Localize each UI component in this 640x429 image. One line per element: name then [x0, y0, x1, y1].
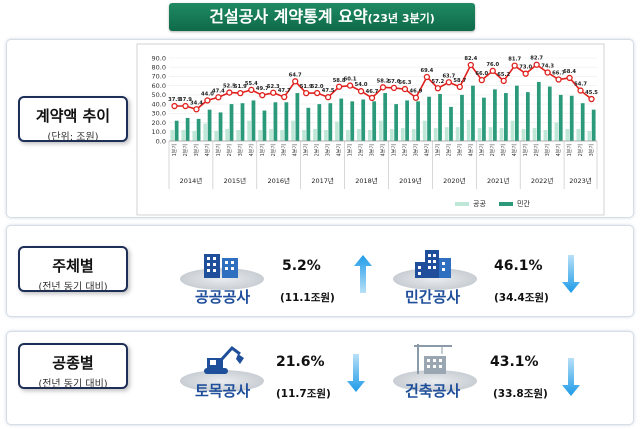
private-name: 민간공사 [405, 288, 461, 306]
trend-label: 계약액 추이 [35, 107, 111, 125]
civil-amount: (11.7조원) [276, 388, 331, 400]
private-disc [393, 268, 477, 290]
civil-pct: 21.6% [276, 354, 325, 370]
crane-building-icon [414, 344, 452, 374]
arrow-down-icon [562, 255, 580, 293]
page-title: 건설공사 계약통계 요약(23년 3분기) [169, 3, 475, 31]
public-pct: 5.2% [282, 258, 321, 274]
title-sub: (23년 3분기) [367, 12, 435, 25]
type-label-box: 공종별 (전년 동기 대비) [18, 343, 128, 390]
entity-sublabel: (전년 동기 대비) [38, 282, 108, 293]
trend-sublabel: (단위: 조원) [47, 132, 99, 143]
arrow-up-icon [354, 255, 372, 293]
arrow-down-icon [562, 358, 580, 396]
building-pct: 43.1% [490, 354, 539, 370]
type-sublabel: (전년 동기 대비) [38, 379, 108, 390]
type-label: 공종별 [52, 354, 94, 372]
entity-label: 주체별 [52, 257, 94, 275]
building-disc [393, 370, 477, 392]
building-icon [204, 254, 238, 278]
private-amount: (34.4조원) [494, 292, 549, 304]
public-amount: (11.1조원) [280, 292, 335, 304]
building-amount: (33.8조원) [493, 388, 548, 400]
arrow-down-icon [347, 354, 365, 392]
public-disc [180, 268, 264, 290]
title-main: 건설공사 계약통계 요약 [209, 7, 368, 26]
civil-name: 토목공사 [195, 382, 251, 400]
city-buildings-icon [415, 250, 451, 278]
building-name: 건축공사 [405, 382, 461, 400]
trend-label-box: 계약액 추이 (단위: 조원) [18, 96, 128, 143]
public-name: 공공공사 [195, 288, 251, 306]
excavator-icon [204, 345, 244, 374]
civil-disc [180, 370, 264, 392]
entity-label-box: 주체별 (전년 동기 대비) [18, 246, 128, 293]
private-pct: 46.1% [494, 258, 543, 274]
